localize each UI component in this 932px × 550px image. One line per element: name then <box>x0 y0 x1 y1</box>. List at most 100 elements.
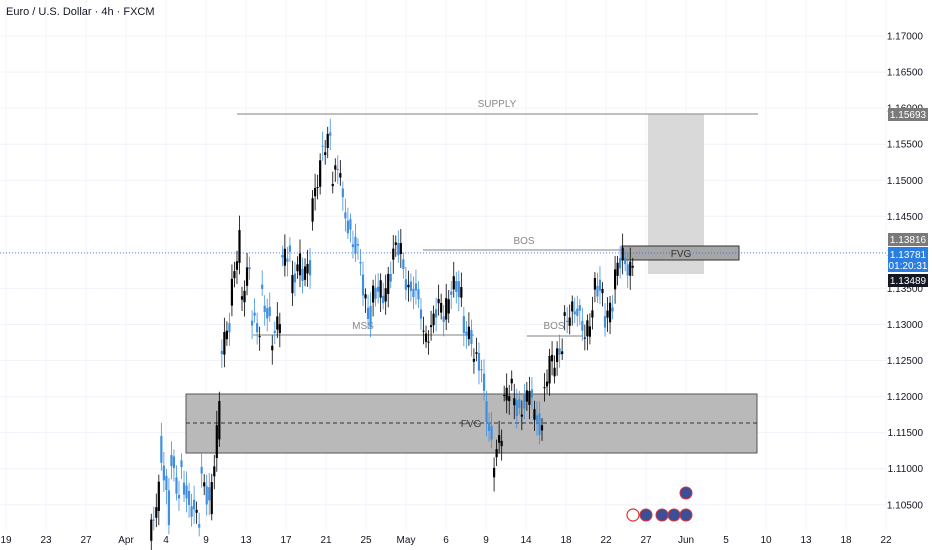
candle-body <box>213 466 216 477</box>
candle-body <box>397 242 400 256</box>
current-price-tag: 1.13781 01:20:31 <box>888 247 928 272</box>
candle-body <box>455 281 458 292</box>
candle-body <box>152 519 155 521</box>
candle-body <box>198 524 201 528</box>
candle-body <box>230 278 234 306</box>
candle-body <box>553 367 556 377</box>
fvg-label-lower: FVG <box>461 419 482 430</box>
candle-body <box>233 271 236 279</box>
candle-body <box>283 248 286 266</box>
candle-body <box>253 312 256 316</box>
candle-body <box>384 288 387 302</box>
candle-body <box>155 507 158 518</box>
candle-body <box>319 160 322 187</box>
candle-body <box>344 212 347 219</box>
candle-body <box>576 308 579 316</box>
candle-body <box>573 311 576 315</box>
candle-body <box>621 247 624 260</box>
candle-body <box>150 519 153 541</box>
candle-body <box>205 486 208 505</box>
candle-body <box>578 305 581 311</box>
candle-body <box>487 422 491 431</box>
candle-body <box>508 396 511 402</box>
x-tick-label: 17 <box>280 535 292 546</box>
candle-body <box>571 301 574 312</box>
event-flag-icon[interactable] <box>667 508 681 522</box>
candle-body <box>273 330 276 333</box>
candle-body <box>435 309 438 318</box>
candle-body <box>258 336 261 338</box>
candle-body <box>276 316 279 330</box>
y-tick-label: 1.11000 <box>888 464 924 475</box>
event-flag-icon[interactable] <box>679 486 693 500</box>
candle-body <box>334 165 337 170</box>
candle-body <box>271 345 274 351</box>
candle-body <box>281 255 284 258</box>
candle-body <box>366 307 370 319</box>
candle-body <box>566 320 569 323</box>
candle-body <box>301 268 304 281</box>
economic-events[interactable] <box>626 486 693 522</box>
svg-text:1.13816: 1.13816 <box>890 235 927 246</box>
candle-body <box>235 261 239 270</box>
candle-body <box>495 449 498 458</box>
candle-body <box>490 426 493 440</box>
candle-body <box>477 352 481 371</box>
x-tick-label: 22 <box>600 535 612 546</box>
candle-body <box>165 475 168 490</box>
candle-body <box>603 316 607 328</box>
candle-body <box>503 395 506 397</box>
candle-body <box>447 299 450 314</box>
candle-body <box>329 132 332 136</box>
candle-body <box>505 387 508 401</box>
candle-body <box>498 435 501 443</box>
candle-body <box>336 168 339 170</box>
candle-body <box>445 298 448 320</box>
candle-body <box>293 273 297 283</box>
candle-body <box>245 267 249 286</box>
y-tick-label: 1.14500 <box>887 212 924 223</box>
zone-top-price-tag: 1.13816 <box>888 233 928 246</box>
event-flag-icon[interactable] <box>679 508 693 522</box>
candle-body <box>223 332 226 355</box>
candle-body <box>538 413 541 435</box>
svg-text:1.15693: 1.15693 <box>890 110 927 121</box>
x-tick-label: 23 <box>40 535 52 546</box>
candle-body <box>586 320 589 337</box>
candle-body <box>187 490 191 505</box>
x-tick-label: 9 <box>483 535 489 546</box>
candle-body <box>190 506 193 517</box>
candle-body <box>341 188 344 198</box>
candle-body <box>218 401 221 440</box>
candle-body <box>394 242 397 245</box>
candle-body <box>298 253 302 276</box>
candle-body <box>530 389 534 398</box>
candle-body <box>339 173 342 178</box>
candle-body <box>528 390 531 405</box>
y-tick-label: 1.15000 <box>887 176 924 187</box>
candle-body <box>308 260 312 276</box>
candle-body <box>500 440 503 447</box>
event-flag-icon[interactable] <box>655 508 669 522</box>
time-axis[interactable]: 19 23 27 Apr 4 9 13 17 21 25 May 6 9 14 18 22 27 Jun 5 10 13… <box>0 535 892 546</box>
bos-label-lower: BOS <box>543 321 564 332</box>
candle-body <box>485 401 488 423</box>
candle-body <box>596 285 599 297</box>
candle-body <box>371 285 375 303</box>
candle-body <box>470 329 473 345</box>
event-lightning-icon[interactable] <box>626 508 640 522</box>
candle-body <box>414 283 418 291</box>
candle-body <box>432 313 435 326</box>
candle-body <box>482 373 486 391</box>
event-flag-icon[interactable] <box>639 508 653 522</box>
candle-body <box>472 358 476 362</box>
y-tick-label: 1.13000 <box>887 320 924 331</box>
candle-body <box>364 294 367 299</box>
candle-body <box>263 305 266 313</box>
candle-body <box>316 186 319 188</box>
candle-body <box>606 310 609 318</box>
lower-fvg-zone[interactable] <box>185 393 758 454</box>
candle-body <box>379 280 382 298</box>
zone-bottom-price-tag: 1.13489 <box>888 274 928 287</box>
